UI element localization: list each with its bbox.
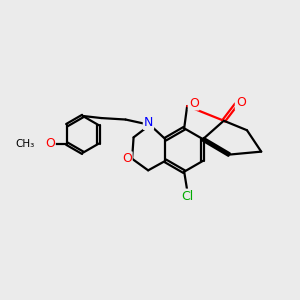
Text: Cl: Cl: [182, 190, 194, 202]
Text: CH₃: CH₃: [16, 139, 35, 148]
Text: O: O: [122, 152, 132, 165]
Text: O: O: [236, 96, 246, 110]
Text: N: N: [144, 116, 153, 129]
Text: O: O: [189, 97, 199, 110]
Text: O: O: [45, 137, 55, 150]
